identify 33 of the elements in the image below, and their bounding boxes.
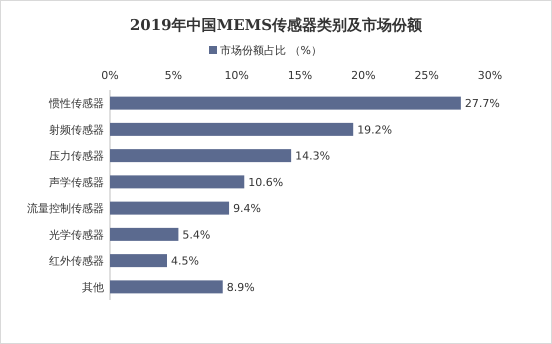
text: 9.4% bbox=[233, 202, 262, 216]
text: 14.3% bbox=[295, 150, 330, 163]
x-tick-label: 15% bbox=[288, 69, 312, 82]
text: 10.6% bbox=[248, 176, 284, 189]
bar bbox=[110, 228, 178, 241]
bar bbox=[110, 122, 354, 136]
y-tick-label: 惯性传感器 bbox=[48, 97, 104, 110]
y-tick-label: 其他 bbox=[82, 280, 104, 294]
y-tick-label: 压力传感器 bbox=[49, 150, 104, 163]
y-tick-label: 射频传感器 bbox=[49, 123, 104, 136]
bar bbox=[110, 254, 167, 268]
y-tick-label: 声学传感器 bbox=[49, 176, 104, 189]
x-tick-label: 10% bbox=[224, 69, 249, 82]
x-tick-label: 5% bbox=[164, 69, 182, 82]
bar bbox=[110, 280, 223, 294]
x-tick-label: 0% bbox=[101, 69, 119, 82]
bar bbox=[110, 96, 461, 110]
legend-label: 市场份额占比 （%） bbox=[220, 44, 322, 57]
x-tick-label: 20% bbox=[351, 69, 376, 82]
bar bbox=[110, 175, 244, 188]
x-tick-label: 30% bbox=[478, 69, 502, 82]
x-tick-label: 25% bbox=[414, 69, 439, 82]
text: 8.9% bbox=[226, 280, 255, 294]
text: 19.2% bbox=[357, 123, 392, 136]
y-tick-label: 红外传感器 bbox=[49, 254, 104, 268]
chart-title: 2019年中国MEMS传感器类别及市场份额 bbox=[130, 16, 424, 34]
text: 4.5% bbox=[171, 254, 199, 268]
text: 27.7% bbox=[464, 97, 500, 110]
bar bbox=[110, 149, 292, 162]
bar bbox=[110, 202, 230, 215]
text: 5.4% bbox=[182, 228, 210, 242]
y-tick-label: 光学传感器 bbox=[49, 228, 104, 242]
y-tick-label: 流量控制传感器 bbox=[27, 202, 104, 216]
